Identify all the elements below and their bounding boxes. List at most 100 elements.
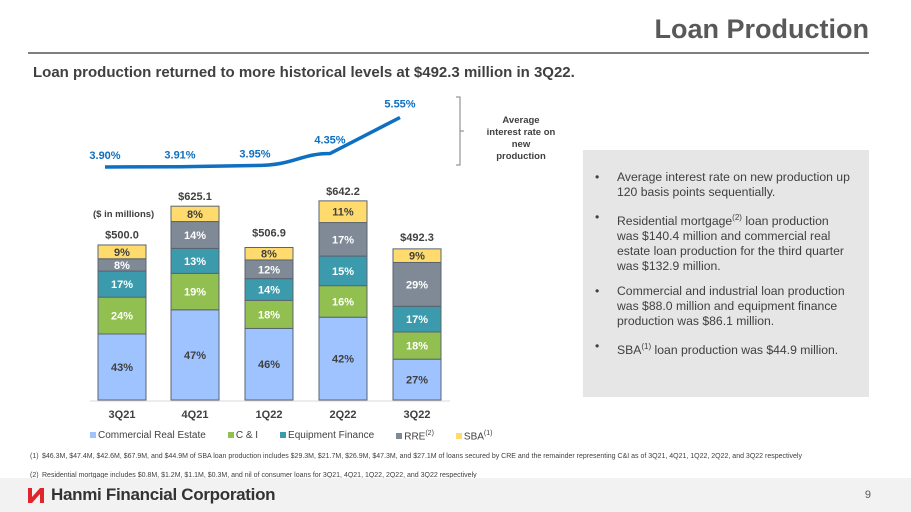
segment-label: 8% bbox=[187, 209, 203, 221]
footer-bar bbox=[0, 478, 911, 512]
footnote-ref: (1) bbox=[641, 342, 652, 352]
bar-segment-equipment-finance bbox=[392, 305, 442, 333]
bar-segment-equipment-finance bbox=[318, 255, 368, 287]
segment-label: 47% bbox=[184, 350, 206, 362]
segment-label: 42% bbox=[332, 354, 354, 366]
segment-label: 27% bbox=[406, 375, 428, 387]
bar-segment-c-i bbox=[170, 272, 220, 311]
legend-swatch bbox=[227, 432, 234, 438]
legend-item: SBA(1) bbox=[455, 430, 493, 443]
rate-label: 5.55% bbox=[384, 99, 415, 111]
hanmi-logo-icon bbox=[28, 488, 44, 503]
legend-label: SBA bbox=[463, 431, 484, 443]
bar-total-label: $506.9 bbox=[252, 227, 286, 239]
bar-segment-sba bbox=[170, 205, 220, 223]
legend-label: RRE bbox=[404, 431, 426, 443]
bar-total-label: $625.1 bbox=[178, 191, 212, 203]
bullet-text: loan production was $44.9 million. bbox=[651, 343, 839, 358]
bullet-text: Average interest rate on new production … bbox=[617, 170, 850, 199]
rate-label: 4.35% bbox=[314, 135, 345, 147]
segment-label: 46% bbox=[258, 359, 280, 371]
summary-panel: Average interest rate on new production … bbox=[583, 150, 869, 397]
legend-label: Equipment Finance bbox=[288, 430, 375, 441]
footnote-2: (2) Residential mortgage includes $0.8M, … bbox=[30, 471, 822, 480]
footnote-text: $46.3M, $47.4M, $42.6M, $67.9M, and $44.… bbox=[42, 453, 802, 460]
x-tick-label: 1Q22 bbox=[256, 409, 283, 421]
segment-label: 8% bbox=[114, 260, 130, 272]
summary-bullet: Commercial and industrial loan productio… bbox=[595, 284, 851, 329]
segment-label: 9% bbox=[114, 247, 130, 259]
chart-legend: Commercial Real Estate C & I Equipment Fin… bbox=[90, 430, 492, 442]
segment-label: 43% bbox=[111, 362, 133, 374]
rate-label: 3.95% bbox=[239, 149, 270, 161]
bar-segment-c-i bbox=[244, 299, 294, 329]
rate-label: 3.91% bbox=[164, 150, 195, 162]
bar-total-label: $642.2 bbox=[326, 186, 360, 198]
segment-label: 12% bbox=[258, 264, 280, 276]
footnote-ref: (2) bbox=[732, 213, 742, 222]
bar-segment-equipment-finance bbox=[170, 247, 220, 274]
bullet-text: loan production was $140.4 million and c… bbox=[617, 214, 844, 274]
summary-bullet: SBA(1) loan production was $44.9 million… bbox=[595, 339, 851, 358]
page-number: 9 bbox=[864, 489, 871, 501]
legend-item: C & I bbox=[227, 430, 259, 442]
summary-bullet: Residential mortgage(2) loan production … bbox=[595, 210, 851, 274]
bar-segment-c-i bbox=[318, 285, 368, 318]
segment-label: 18% bbox=[406, 341, 428, 353]
x-tick-label: 3Q21 bbox=[109, 409, 136, 421]
summary-bullet: Average interest rate on new production … bbox=[595, 170, 851, 200]
bar-segment-commercial-real-estate bbox=[97, 333, 147, 401]
segment-label: 13% bbox=[184, 256, 206, 268]
bar-segment-rre bbox=[318, 222, 368, 257]
x-tick-label: 4Q21 bbox=[182, 409, 209, 421]
bar-segment-c-i bbox=[392, 331, 442, 360]
legend-item: RRE(2) bbox=[396, 430, 434, 442]
company-logo: Hanmi Financial Corporation bbox=[27, 485, 276, 505]
segment-label: 29% bbox=[406, 279, 428, 291]
footnote-number: (1) bbox=[30, 453, 39, 460]
bracket bbox=[456, 96, 464, 166]
segment-label: 8% bbox=[261, 249, 277, 261]
bar-segment-sba bbox=[318, 200, 368, 224]
footnote-text: Residential mortgage includes $0.8M, $1.… bbox=[42, 472, 477, 479]
bar-segment-sba bbox=[97, 244, 147, 260]
legend-footnote-ref: (1) bbox=[483, 430, 493, 437]
segment-label: 19% bbox=[184, 287, 206, 299]
bullet-text: Residential mortgage bbox=[617, 214, 733, 229]
bar-segment-rre bbox=[170, 221, 220, 249]
legend-swatch bbox=[396, 433, 403, 440]
loan-production-chart: 43%24%17%8%9%$500.03Q2147%19%13%14%8%$62… bbox=[89, 96, 464, 421]
bar-segment-commercial-real-estate bbox=[318, 316, 368, 401]
bar-total-label: $492.3 bbox=[400, 232, 434, 244]
bracket-label: Average interest rate on new production bbox=[486, 115, 556, 162]
segment-label: 18% bbox=[258, 309, 280, 321]
x-tick-label: 3Q22 bbox=[404, 409, 431, 421]
legend-label: C & I bbox=[235, 430, 259, 441]
segment-label: 17% bbox=[111, 279, 133, 291]
legend-label: Commercial Real Estate bbox=[98, 430, 206, 441]
bar-total-label: $500.0 bbox=[105, 230, 139, 242]
segment-label: 14% bbox=[184, 230, 206, 242]
legend-swatch bbox=[90, 432, 96, 438]
bar-segment-sba bbox=[392, 248, 442, 263]
bar-segment-sba bbox=[244, 246, 294, 261]
unit-label: ($ in millions) bbox=[93, 209, 155, 220]
page-subtitle: Loan production returned to more histori… bbox=[33, 64, 575, 81]
legend-swatch bbox=[280, 432, 287, 438]
segment-label: 14% bbox=[258, 285, 280, 297]
segment-label: 17% bbox=[406, 314, 428, 326]
title-divider bbox=[28, 52, 869, 54]
segment-label: 24% bbox=[111, 311, 133, 323]
segment-label: 17% bbox=[332, 234, 354, 246]
bar-segment-rre bbox=[392, 261, 442, 307]
bar-segment-c-i bbox=[97, 296, 147, 335]
segment-label: 16% bbox=[332, 296, 354, 308]
company-name: Hanmi Financial Corporation bbox=[51, 485, 276, 504]
bar-segment-commercial-real-estate bbox=[170, 309, 220, 401]
segment-label: 15% bbox=[332, 266, 354, 278]
bullet-text: Commercial and industrial loan productio… bbox=[617, 284, 845, 329]
segment-label: 11% bbox=[332, 207, 354, 219]
segment-label: 9% bbox=[409, 251, 425, 263]
rate-label: 3.90% bbox=[89, 150, 120, 162]
legend-item: Commercial Real Estate bbox=[90, 430, 206, 442]
